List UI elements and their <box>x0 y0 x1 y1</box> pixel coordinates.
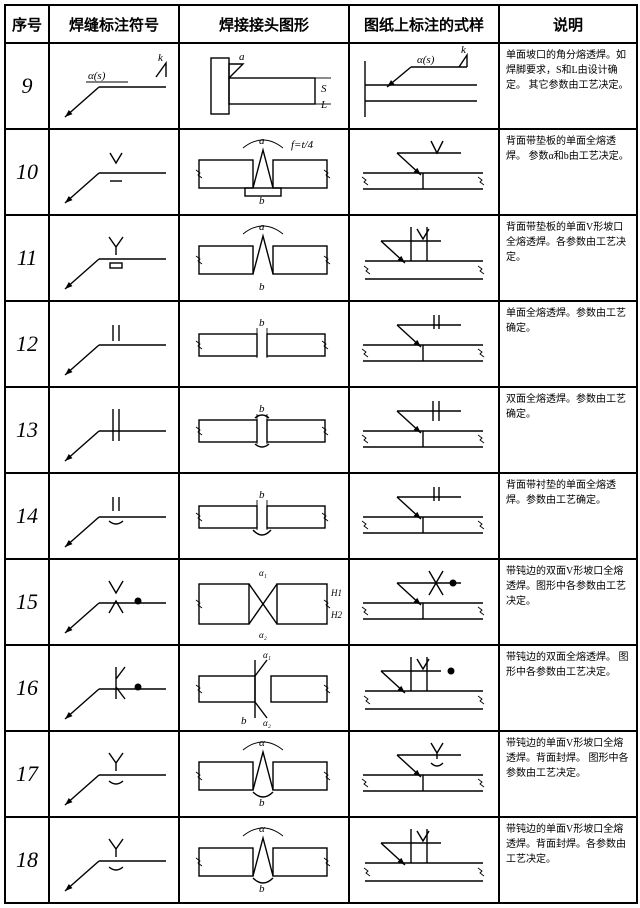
table-row: 15 α₁ α₂ H1 H2 带钝边的双面V形坡口全熔透焊。图形中各参数由工艺决定。 <box>5 559 637 645</box>
hdr-draw: 图纸上标注的式样 <box>349 5 499 43</box>
desc-cell: 带钝边的双面全熔透焊。 图形中各参数由工艺决定。 <box>499 645 637 731</box>
symbol-cell <box>49 473 179 559</box>
svg-text:H2: H2 <box>330 610 342 620</box>
desc-cell: 背面带垫板的单面V形坡口全熔透焊。各参数由工艺决定。 <box>499 215 637 301</box>
drawing-cell <box>349 473 499 559</box>
svg-text:b: b <box>259 489 265 501</box>
svg-text:b: b <box>259 403 265 415</box>
table-row: 14 b 背面带衬垫的单面全熔透焊。参数由工艺确定。 <box>5 473 637 559</box>
symbol-cell <box>49 215 179 301</box>
symbol-cell <box>49 559 179 645</box>
table-row: 16 α₁ α₂ b 带钝边的双面全熔透焊。 图形中各参数由工艺决定。 <box>5 645 637 731</box>
svg-text:b: b <box>259 281 265 293</box>
symbol-cell <box>49 129 179 215</box>
joint-cell: ab <box>179 215 349 301</box>
desc-cell: 背面带衬垫的单面全熔透焊。参数由工艺确定。 <box>499 473 637 559</box>
header-row: 序号 焊缝标注符号 焊接接头图形 图纸上标注的式样 说明 <box>5 5 637 43</box>
hdr-num: 序号 <box>5 5 49 43</box>
svg-text:S: S <box>321 83 327 95</box>
symbol-cell: k α(s) <box>49 43 179 129</box>
desc-cell: 背面带垫板的单面全熔透焊。 参数α和b由工艺决定。 <box>499 129 637 215</box>
joint-cell: a S L <box>179 43 349 129</box>
joint-cell: αb <box>179 731 349 817</box>
svg-text:a: a <box>239 51 245 63</box>
joint-cell: αb <box>179 817 349 903</box>
table-row: 13 b 双面全熔透焊。参数由工艺确定。 <box>5 387 637 473</box>
row-number: 12 <box>5 301 49 387</box>
svg-text:α: α <box>259 823 265 835</box>
drawing-cell: α(s) k <box>349 43 499 129</box>
hdr-joint: 焊接接头图形 <box>179 5 349 43</box>
svg-text:a: a <box>259 221 265 233</box>
svg-text:k: k <box>158 52 164 64</box>
desc-cell: 单面全熔透焊。参数由工艺确定。 <box>499 301 637 387</box>
table-row: 11 ab 背面带垫板的单面V形坡口全熔透焊。各参数由工艺决定。 <box>5 215 637 301</box>
row-number: 11 <box>5 215 49 301</box>
symbol-cell <box>49 645 179 731</box>
desc-cell: 带钝边的单面V形坡口全熔透焊。背面封焊。各参数由工艺决定。 <box>499 817 637 903</box>
svg-text:H1: H1 <box>330 588 342 598</box>
table-row: 10 a f=t/4 b 背面带垫板的单面全熔透焊。 参数α和b由工艺决定。 <box>5 129 637 215</box>
symbol-cell <box>49 817 179 903</box>
svg-text:α(s): α(s) <box>417 54 435 66</box>
joint-cell: b <box>179 473 349 559</box>
desc-cell: 单面坡口的角分熔透焊。如焊脚要求，S和L由设计确定。 其它参数由工艺决定。 <box>499 43 637 129</box>
row-number: 15 <box>5 559 49 645</box>
drawing-cell <box>349 731 499 817</box>
symbol-cell <box>49 731 179 817</box>
joint-cell: a f=t/4 b <box>179 129 349 215</box>
svg-text:b: b <box>259 797 265 809</box>
row-number: 16 <box>5 645 49 731</box>
drawing-cell <box>349 301 499 387</box>
svg-text:b: b <box>241 715 247 727</box>
row-number: 18 <box>5 817 49 903</box>
row-number: 13 <box>5 387 49 473</box>
svg-text:k: k <box>461 45 467 56</box>
weld-symbol-table: 序号 焊缝标注符号 焊接接头图形 图纸上标注的式样 说明 9 k α(s) a S… <box>4 4 638 904</box>
svg-text:α₁: α₁ <box>263 650 271 660</box>
table-row: 12 b 单面全熔透焊。参数由工艺确定。 <box>5 301 637 387</box>
row-number: 14 <box>5 473 49 559</box>
hdr-sym: 焊缝标注符号 <box>49 5 179 43</box>
desc-cell: 带钝边的单面V形坡口全熔透焊。背面封焊。 图形中各参数由工艺决定。 <box>499 731 637 817</box>
symbol-cell <box>49 387 179 473</box>
joint-cell: b <box>179 387 349 473</box>
drawing-cell <box>349 129 499 215</box>
drawing-cell <box>349 645 499 731</box>
drawing-cell <box>349 215 499 301</box>
svg-text:b: b <box>259 883 265 895</box>
svg-text:α₂: α₂ <box>259 630 267 640</box>
svg-text:b: b <box>259 195 265 207</box>
joint-cell: b <box>179 301 349 387</box>
svg-text:α₂: α₂ <box>263 718 271 728</box>
drawing-cell <box>349 387 499 473</box>
row-number: 9 <box>5 43 49 129</box>
row-number: 10 <box>5 129 49 215</box>
symbol-cell <box>49 301 179 387</box>
svg-text:b: b <box>259 317 265 329</box>
joint-cell: α₁ α₂ H1 H2 <box>179 559 349 645</box>
svg-text:L: L <box>320 99 327 111</box>
table-row: 18 αb 带钝边的单面V形坡口全熔透焊。背面封焊。各参数由工艺决定。 <box>5 817 637 903</box>
drawing-cell <box>349 559 499 645</box>
svg-text:α₁: α₁ <box>259 568 267 578</box>
svg-text:f=t/4: f=t/4 <box>291 139 314 151</box>
desc-cell: 带钝边的双面V形坡口全熔透焊。图形中各参数由工艺决定。 <box>499 559 637 645</box>
svg-text:α(s): α(s) <box>88 70 106 82</box>
drawing-cell <box>349 817 499 903</box>
row-number: 17 <box>5 731 49 817</box>
hdr-desc: 说明 <box>499 5 637 43</box>
table-row: 9 kα(s) a S L α(s) k单面坡口的角分熔透焊。如焊脚要求，S和L… <box>5 43 637 129</box>
table-row: 17 αb 带钝边的单面V形坡口全熔透焊。背面封焊。 图形中各参数由工艺决定。 <box>5 731 637 817</box>
svg-text:a: a <box>259 135 265 147</box>
svg-text:α: α <box>259 737 265 749</box>
desc-cell: 双面全熔透焊。参数由工艺确定。 <box>499 387 637 473</box>
joint-cell: α₁ α₂ b <box>179 645 349 731</box>
